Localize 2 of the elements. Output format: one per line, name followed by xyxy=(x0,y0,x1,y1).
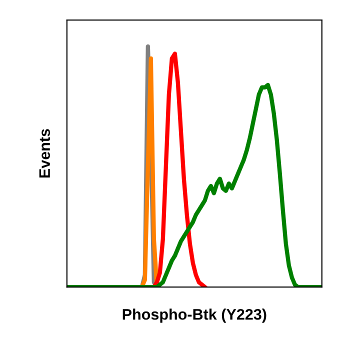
y-axis-title: Events xyxy=(39,129,50,178)
x-axis-title: Phospho-Btk (Y223) xyxy=(122,308,266,323)
